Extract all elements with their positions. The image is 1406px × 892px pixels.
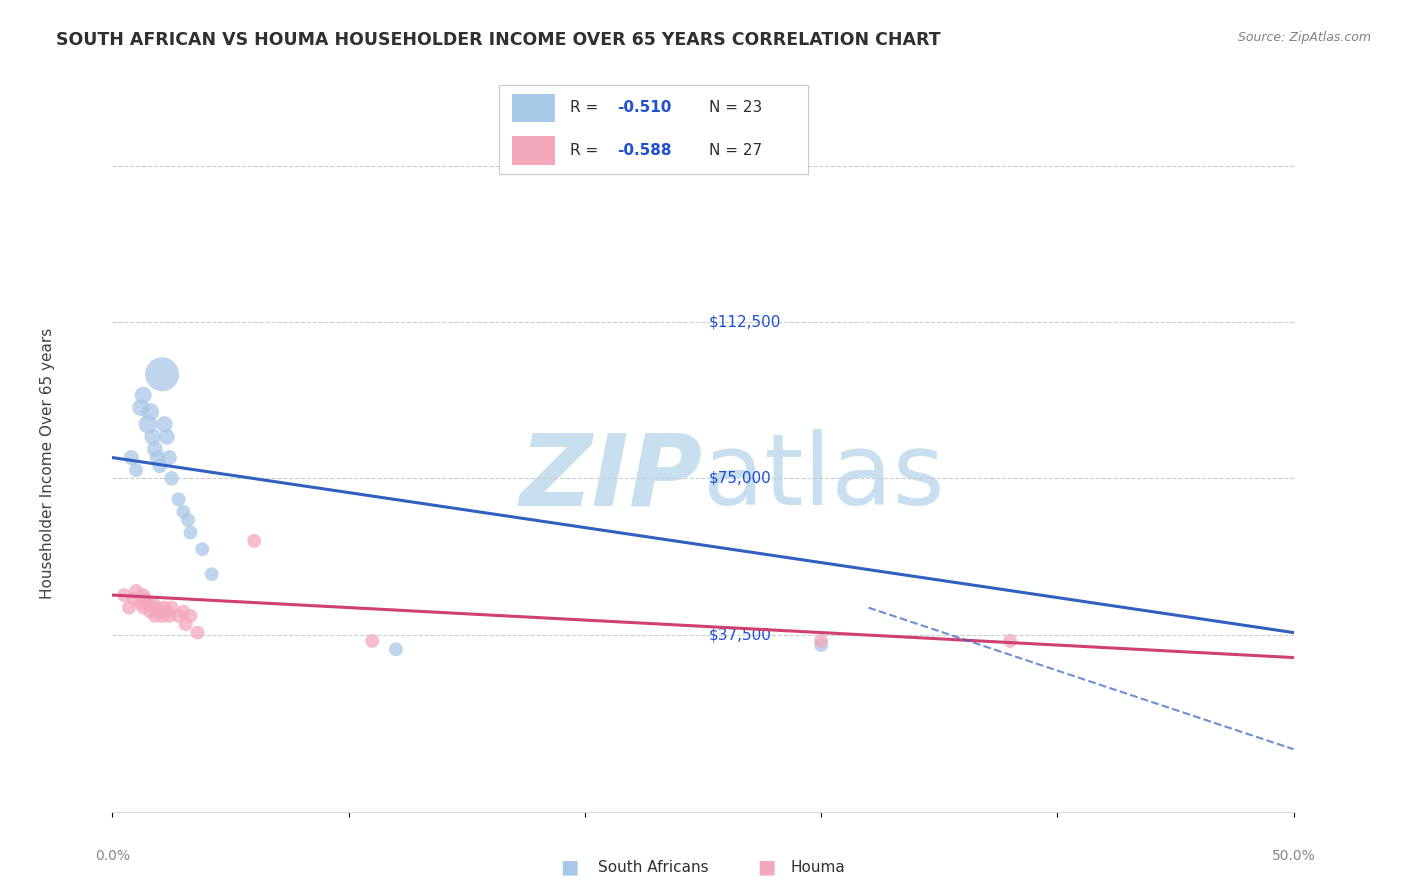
Point (243, 533, 266, 548)
Point (143, 442, 166, 457)
Point (810, 638, 832, 652)
Point (153, 600, 176, 615)
Point (174, 617, 197, 632)
Point (385, 642, 408, 657)
Text: 0.0%: 0.0% (96, 849, 129, 863)
Point (157, 608, 180, 623)
Point (139, 605, 162, 619)
Point (149, 605, 172, 619)
Point (156, 605, 179, 619)
Point (136, 596, 159, 610)
Point (142, 430, 165, 444)
Text: N = 27: N = 27 (710, 144, 762, 158)
Bar (512, 136, 555, 165)
Point (132, 588, 155, 602)
Text: -0.588: -0.588 (617, 144, 671, 158)
Point (125, 583, 148, 598)
Point (157, 450, 180, 465)
Text: Houma: Houma (790, 860, 845, 874)
Point (136, 417, 159, 432)
Point (153, 417, 176, 432)
Point (146, 600, 169, 615)
Point (142, 596, 165, 610)
Point (125, 463, 148, 477)
Text: 50.0%: 50.0% (1271, 849, 1316, 863)
Point (129, 401, 152, 415)
Point (810, 634, 832, 648)
Text: South Africans: South Africans (598, 860, 709, 874)
Point (150, 608, 173, 623)
Text: atlas: atlas (703, 429, 945, 526)
Point (186, 625, 208, 640)
Text: Source: ZipAtlas.com: Source: ZipAtlas.com (1237, 31, 1371, 45)
Point (172, 605, 194, 619)
Point (160, 471, 183, 485)
Text: R =: R = (571, 101, 603, 115)
Point (132, 388, 155, 402)
Bar (512, 94, 555, 122)
Point (179, 525, 201, 540)
Text: ZIP: ZIP (520, 429, 703, 526)
Point (112, 588, 135, 602)
Text: ■: ■ (756, 857, 776, 877)
Point (191, 542, 214, 557)
Point (177, 513, 200, 527)
Text: $112,500: $112,500 (709, 315, 782, 330)
Point (150, 368, 173, 382)
Point (129, 596, 152, 610)
Point (120, 450, 142, 465)
Text: ■: ■ (560, 857, 579, 877)
Text: $37,500: $37,500 (709, 627, 772, 642)
Point (201, 567, 224, 582)
Point (146, 450, 169, 465)
Text: $150,000: $150,000 (709, 159, 782, 173)
Point (118, 600, 141, 615)
Text: R =: R = (571, 144, 603, 158)
Point (179, 608, 201, 623)
Point (167, 608, 190, 623)
Point (172, 505, 194, 519)
Point (160, 600, 183, 615)
Point (149, 458, 172, 473)
Text: -0.510: -0.510 (617, 101, 671, 115)
Point (156, 430, 179, 444)
Text: Householder Income Over 65 years: Householder Income Over 65 years (39, 328, 55, 599)
Text: SOUTH AFRICAN VS HOUMA HOUSEHOLDER INCOME OVER 65 YEARS CORRELATION CHART: SOUTH AFRICAN VS HOUMA HOUSEHOLDER INCOM… (56, 31, 941, 49)
Point (132, 600, 155, 615)
Point (135, 592, 157, 607)
Point (361, 634, 384, 648)
Point (143, 608, 166, 623)
Text: $75,000: $75,000 (709, 471, 772, 486)
Point (167, 492, 190, 507)
Text: N = 23: N = 23 (710, 101, 762, 115)
Point (998, 634, 1021, 648)
Point (139, 405, 162, 419)
Point (122, 592, 145, 607)
